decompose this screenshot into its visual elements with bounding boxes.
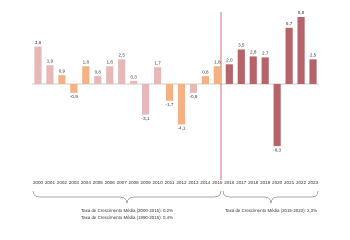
bar (213, 66, 221, 84)
x-tick-label: 2008 (129, 180, 140, 185)
bar (94, 76, 102, 84)
value-label: 5,7 (286, 21, 293, 26)
bar (165, 84, 174, 101)
x-tick-label: 2019 (260, 180, 271, 185)
bar (297, 16, 305, 84)
value-label: 0,3 (130, 74, 137, 79)
x-tick-label: 2007 (117, 180, 128, 185)
value-label: 2,0 (226, 58, 233, 63)
value-label: 2,5 (118, 53, 125, 58)
bar (189, 84, 198, 93)
bar (153, 67, 162, 84)
value-label: 1,7 (154, 60, 161, 65)
x-tick-label: 2015 (212, 180, 223, 185)
bar (130, 81, 138, 84)
x-tick-label: 2013 (188, 180, 199, 185)
x-tick-label: 2004 (81, 180, 92, 185)
bar (177, 84, 186, 125)
annotation: Taxa de Crescimento Média (2015-2023): 2… (225, 208, 317, 213)
x-tick-label: 2011 (165, 180, 175, 185)
x-tick-label: 2017 (236, 180, 247, 185)
x-tick-label: 2003 (69, 180, 80, 185)
bar (285, 27, 293, 84)
bar (58, 75, 66, 84)
bar (34, 46, 42, 84)
value-label: -0,9 (189, 94, 197, 99)
bar (82, 66, 90, 84)
bar (261, 57, 269, 84)
bar (309, 59, 317, 84)
bar (46, 65, 54, 84)
value-label: 1,8 (107, 59, 114, 64)
x-tick-label: 2009 (140, 180, 151, 185)
x-tick-label: 2006 (105, 180, 116, 185)
x-tick-label: 2018 (248, 180, 259, 185)
x-tick-label: 2012 (176, 180, 187, 185)
value-label: 2,5 (310, 53, 317, 58)
value-label: -6,3 (273, 147, 281, 152)
value-label: 3,8 (35, 40, 42, 45)
brace (222, 190, 319, 204)
value-label: -1,7 (166, 102, 174, 107)
value-label: 1,8 (83, 59, 90, 64)
value-label: -3,1 (142, 116, 150, 121)
value-label: 0,8 (95, 69, 102, 74)
x-tick-label: 2020 (272, 180, 283, 185)
x-tick-label: 2021 (284, 180, 295, 185)
value-label: -4,1 (178, 126, 186, 131)
x-tick-label: 2014 (200, 180, 211, 185)
bar (249, 56, 257, 84)
value-label: 1,8 (214, 59, 221, 64)
bar (273, 84, 281, 147)
x-tick-label: 2005 (93, 180, 104, 185)
bar (106, 66, 114, 84)
brace (32, 190, 222, 204)
x-tick-label: 2023 (308, 180, 319, 185)
value-label: 0,9 (59, 68, 66, 73)
chart: Taxa de Crescimento Média (2000-2015): 0… (32, 10, 319, 221)
value-label: 3,5 (238, 43, 245, 48)
value-label: 1,9 (47, 58, 54, 63)
value-label: 0,8 (202, 69, 209, 74)
value-label: 2,8 (250, 50, 257, 55)
bar (70, 84, 78, 93)
x-tick-label: 2010 (152, 180, 163, 185)
x-tick-label: 2022 (296, 180, 307, 185)
bar (118, 59, 126, 84)
annotation: Taxa de Crescimento Média (1990-2015): 0… (81, 215, 173, 220)
x-tick-label: 2001 (45, 180, 56, 185)
bar (225, 64, 233, 84)
x-tick-label: 2002 (57, 180, 68, 185)
value-label: -0,9 (70, 94, 78, 99)
bar (142, 84, 150, 115)
bar (237, 49, 245, 84)
x-tick-label: 2000 (33, 180, 44, 185)
x-tick-label: 2016 (224, 180, 235, 185)
value-label: 6,8 (298, 10, 305, 15)
bar (201, 76, 209, 84)
value-label: 2,7 (262, 51, 269, 56)
annotation: Taxa de Crescimento Média (2000-2015): 0… (81, 208, 173, 213)
